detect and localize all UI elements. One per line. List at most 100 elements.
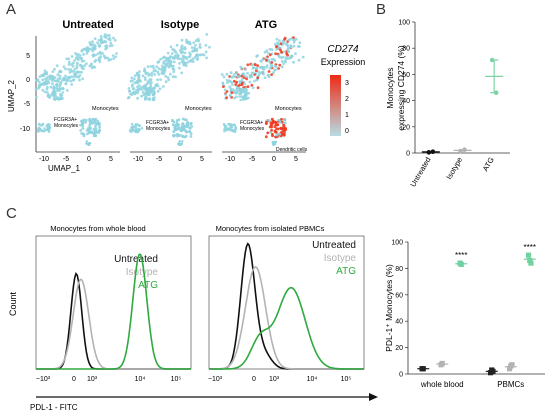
umap-point — [257, 70, 260, 74]
umap-point — [138, 128, 141, 131]
panel-b-x-label: Isotype — [444, 156, 464, 181]
colorbar-tick-2: 2 — [345, 96, 349, 103]
umap-point — [226, 81, 229, 84]
umap-point — [94, 127, 98, 131]
umap-point — [144, 92, 148, 96]
umap-point — [62, 65, 66, 69]
umap-point — [104, 40, 108, 44]
umap-point — [59, 94, 62, 97]
umap-point — [247, 96, 250, 100]
umap-point — [178, 62, 181, 65]
umap-point — [76, 61, 79, 65]
umap-point — [167, 64, 171, 67]
umap-point — [67, 63, 71, 66]
umap-point — [225, 72, 229, 76]
umap-point — [185, 118, 188, 122]
legend-isotype-wb: Isotype — [126, 267, 159, 278]
umap-point — [78, 74, 82, 77]
umap-point — [170, 52, 174, 55]
hist-curve-atg-pbmc — [209, 286, 364, 370]
umap-point — [176, 53, 180, 57]
umap-point — [171, 67, 175, 71]
umap-point — [47, 93, 50, 96]
umap-point — [248, 80, 252, 84]
umap-point — [134, 130, 138, 134]
umap-point — [292, 60, 295, 64]
umap-point — [269, 121, 273, 125]
umap-point — [235, 80, 239, 84]
umap-point — [288, 37, 292, 41]
umap-point — [43, 72, 47, 75]
umap-point — [45, 85, 49, 89]
umap-point — [106, 34, 109, 37]
umap-point — [79, 129, 83, 132]
umap-point — [221, 82, 225, 85]
umap-point — [55, 64, 59, 68]
umap-point — [54, 97, 57, 101]
umap-point — [97, 38, 101, 42]
umap-point — [58, 89, 61, 92]
umap-point — [181, 127, 184, 131]
umap-point — [109, 41, 113, 45]
umap-point — [238, 80, 242, 83]
umap-point — [291, 38, 295, 41]
umap-point — [169, 45, 173, 49]
umap-point — [173, 56, 177, 60]
umap-point — [161, 56, 165, 60]
umap-point — [169, 72, 172, 76]
umap-point — [88, 41, 92, 44]
umap-point — [228, 93, 232, 97]
panel-c-x-label: whole blood — [420, 380, 464, 389]
umap-point — [250, 83, 254, 87]
umap-point — [252, 71, 256, 75]
umap-point — [178, 140, 181, 143]
umap-point — [70, 75, 74, 78]
umap-point — [239, 89, 243, 93]
umap-point — [110, 44, 114, 47]
umap-point — [275, 37, 279, 41]
umap-point — [174, 51, 178, 54]
umap-point — [172, 60, 176, 64]
umap-point — [98, 129, 102, 133]
umap-point — [171, 123, 175, 127]
umap-point — [179, 143, 182, 146]
umap-point — [229, 125, 233, 128]
panel-c-y-label: PDL-1⁺ Monocytes (%) — [384, 264, 394, 352]
umap-point — [280, 117, 283, 121]
panel-b-point — [462, 147, 467, 153]
umap-point — [282, 133, 286, 137]
hist-x-tick-1e3: 10³ — [87, 376, 98, 383]
umap-point — [58, 74, 62, 78]
umap-point — [137, 75, 141, 79]
umap-point — [285, 52, 289, 56]
umap-point — [180, 38, 184, 42]
umap-point — [112, 36, 115, 40]
umap-point — [67, 60, 71, 64]
umap-point — [162, 61, 166, 65]
umap-point — [80, 57, 83, 61]
umap-point — [88, 124, 91, 127]
umap-point — [285, 57, 289, 60]
umap-point — [148, 93, 151, 96]
umap-point — [241, 96, 245, 99]
hist-x-arrowhead-icon — [369, 393, 378, 401]
umap-x-tick-minus5: -5 — [249, 156, 255, 163]
umap-point — [159, 78, 163, 81]
umap-point — [290, 54, 294, 58]
legend-isotype-pbmc: Isotype — [324, 253, 357, 264]
umap-point — [149, 90, 153, 94]
umap-point — [189, 135, 193, 138]
umap-point — [90, 66, 94, 70]
umap-point — [255, 78, 259, 82]
panel-b-x-label: Untreated — [408, 156, 432, 189]
umap-point — [90, 131, 94, 135]
umap-point — [157, 60, 161, 64]
label-fcgr3a-monocytes-atg: Monocytes — [240, 126, 265, 132]
umap-point — [130, 122, 134, 126]
umap-point — [266, 131, 270, 135]
umap-point — [82, 118, 86, 122]
umap-point — [189, 132, 193, 136]
umap-point — [153, 87, 156, 90]
umap-point — [73, 59, 76, 62]
umap-point — [192, 49, 196, 52]
